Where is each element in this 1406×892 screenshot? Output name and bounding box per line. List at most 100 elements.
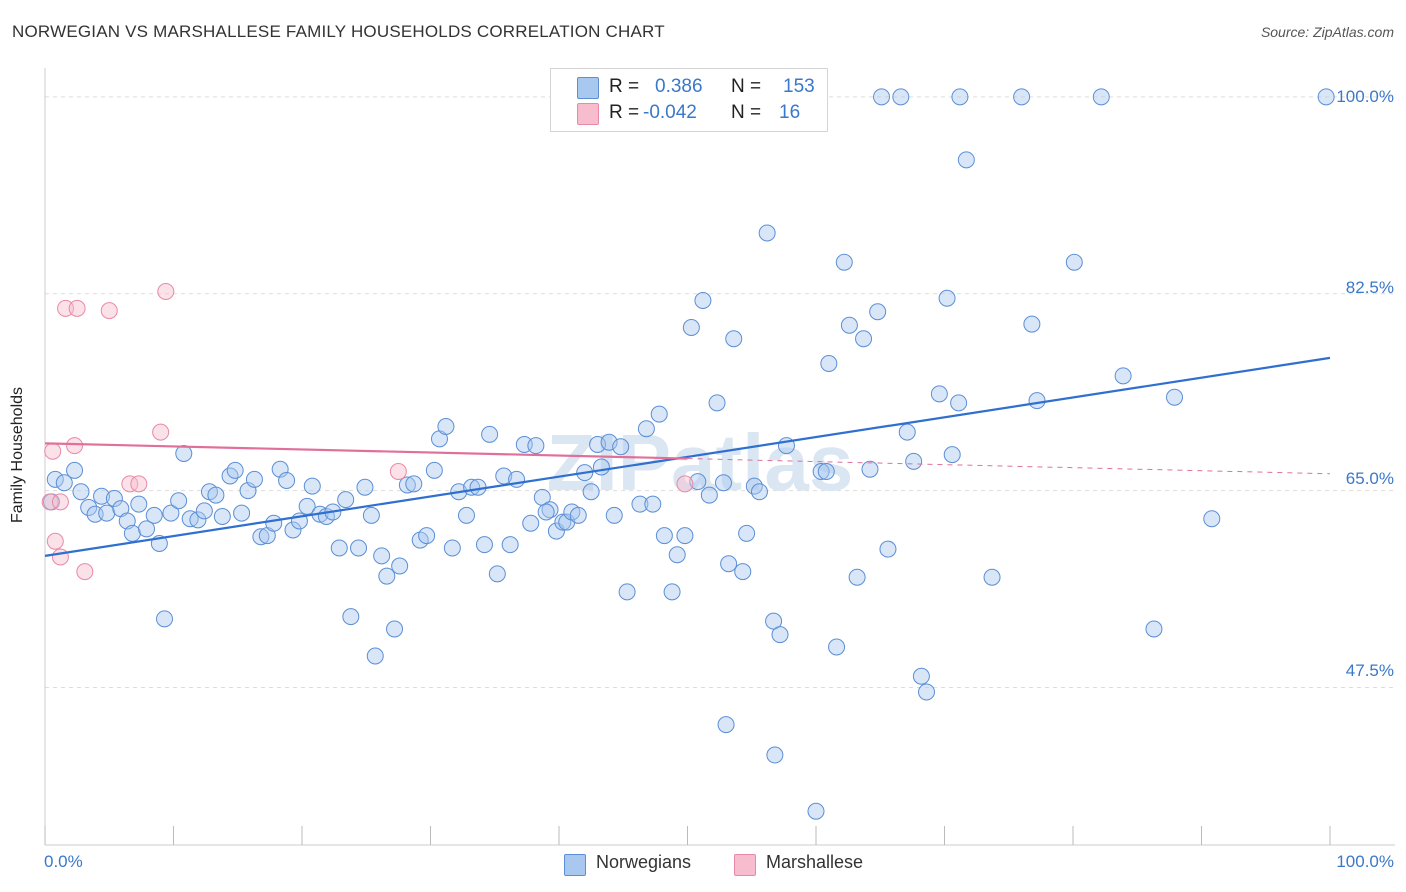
norwegians-point	[708, 394, 726, 412]
norwegians-point	[720, 555, 738, 573]
source-credit: Source: ZipAtlas.com	[1260, 24, 1394, 40]
norwegians-point	[342, 608, 360, 626]
norwegians-point	[725, 330, 743, 348]
norwegians-point	[835, 253, 853, 271]
y-tick-label: 47.5%	[1345, 661, 1394, 680]
norwegians-point	[855, 330, 873, 348]
x-tick-label-max: 100.0%	[1336, 852, 1394, 871]
norwegians-point	[156, 610, 174, 628]
norwegians-point	[1145, 620, 1163, 638]
r-value: 0.386	[655, 76, 703, 97]
chart-title: NORWEGIAN VS MARSHALLESE FAMILY HOUSEHOL…	[12, 22, 665, 41]
r-label: R =	[609, 76, 640, 97]
norwegians-point	[130, 495, 148, 513]
norwegians-point	[278, 472, 296, 489]
norwegians-point	[72, 483, 90, 501]
n-value: 153	[783, 76, 815, 97]
marshallese-trend-line	[44, 442, 688, 460]
norwegians-point	[488, 565, 506, 583]
norwegians-point	[398, 476, 416, 494]
norwegians-points	[42, 88, 1335, 820]
norwegians-point	[356, 478, 374, 496]
norwegians-point	[771, 626, 789, 644]
marshallese-trend-extension	[687, 458, 1331, 475]
norwegians-point	[676, 527, 694, 545]
y-tick-label: 82.5%	[1345, 278, 1394, 297]
marshallese-point	[51, 493, 69, 511]
stats-legend: R = 0.386 N = 153 R = -0.042 N = 16	[550, 68, 828, 132]
norwegians-point	[189, 511, 207, 529]
norwegians-point	[717, 716, 735, 734]
norwegians-point	[405, 475, 423, 493]
norwegians-point	[957, 151, 975, 169]
norwegians-point	[758, 224, 776, 242]
marshallese-point	[157, 283, 175, 300]
norwegians-point	[873, 88, 891, 106]
legend-label: Marshallese	[766, 852, 864, 872]
norwegians-point	[738, 524, 756, 542]
norwegians-point	[912, 667, 930, 685]
norwegians-point	[983, 568, 1001, 586]
marshallese-point	[100, 302, 118, 320]
norwegians-point	[207, 486, 225, 504]
norwegians-point	[637, 420, 655, 438]
norwegians-point	[1023, 315, 1041, 333]
norwegians-point	[655, 527, 673, 545]
norwegians-point	[443, 539, 461, 557]
norwegians-point	[522, 514, 540, 532]
norwegians-point	[386, 620, 404, 638]
norwegians-point	[537, 503, 555, 521]
norwegians-point	[123, 524, 141, 542]
norwegians-point	[66, 461, 84, 479]
norwegians-point	[350, 539, 368, 557]
gridlines	[45, 96, 1395, 688]
norwegians-point	[668, 546, 686, 564]
marshallese-point	[76, 563, 94, 581]
norwegians-trend-line	[44, 356, 1331, 557]
n-label: N =	[731, 102, 762, 123]
norwegians-point	[840, 316, 858, 334]
marshallese-swatch	[734, 854, 756, 876]
legend-label: Norwegians	[596, 852, 692, 872]
legend-row-marshallese: R = -0.042 N = 16	[551, 100, 827, 126]
norwegians-point	[138, 520, 156, 538]
norwegians-point	[226, 461, 244, 479]
norwegians-point	[1028, 392, 1046, 410]
norwegians-point	[918, 683, 936, 701]
norwegians-point	[362, 506, 380, 524]
norwegians-point	[337, 491, 355, 509]
norwegians-point	[457, 506, 475, 524]
y-tick-label: 65.0%	[1345, 469, 1394, 488]
norwegians-point	[582, 483, 600, 501]
norwegians-point	[175, 445, 193, 462]
norwegians-point	[861, 460, 879, 478]
norwegians-point	[848, 568, 866, 586]
norwegians-point	[1013, 88, 1031, 106]
norwegians-point	[682, 319, 700, 336]
norwegians-swatch	[564, 854, 586, 876]
norwegians-point	[869, 303, 887, 321]
norwegians-point	[820, 355, 838, 372]
norwegians-point	[605, 506, 623, 524]
marshallese-point	[41, 493, 59, 511]
series-legend: Norwegians Marshallese	[0, 852, 1406, 878]
norwegians-point	[734, 563, 752, 581]
norwegians-point	[650, 405, 668, 423]
marshallese-point	[44, 442, 62, 460]
norwegians-point	[700, 486, 718, 504]
marshallese-point	[51, 548, 69, 566]
norwegians-point	[689, 473, 707, 491]
norwegians-point	[391, 557, 409, 575]
norwegians-point	[817, 463, 835, 480]
norwegians-point	[766, 746, 784, 764]
norwegians-point	[892, 88, 910, 106]
norwegians-point	[93, 487, 111, 505]
norwegians-point	[905, 452, 923, 470]
marshallese-points	[41, 283, 694, 581]
norwegians-point	[284, 521, 302, 539]
norwegians-point	[631, 495, 649, 513]
norwegians-point	[425, 461, 443, 479]
marshallese-point	[130, 475, 148, 493]
norwegians-point	[195, 502, 213, 520]
